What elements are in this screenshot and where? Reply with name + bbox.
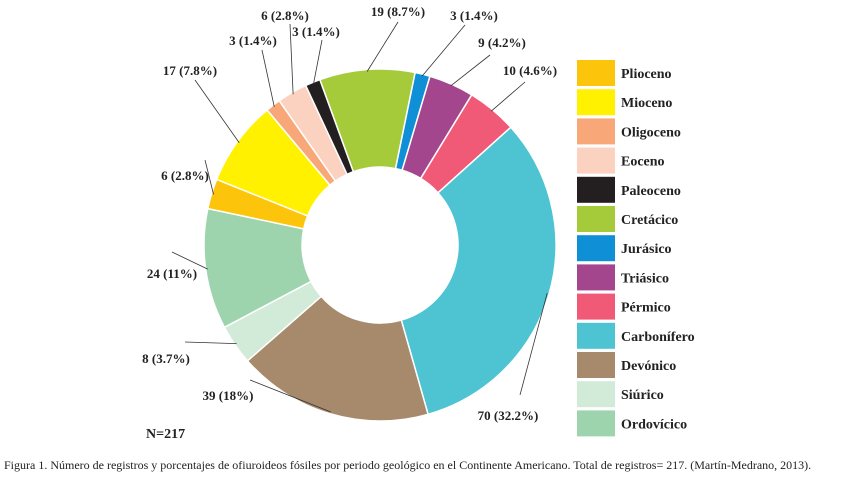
- leader-line-mioceno: [194, 79, 240, 143]
- slice-label-jurasico: 3 (1.4%): [450, 8, 498, 23]
- leader-line-paleoceno: [313, 39, 323, 85]
- legend: Plioceno Mioceno Oligoceno Eoceno Paleoceno C…: [577, 60, 695, 437]
- slice-label-paleoceno: 3 (1.4%): [292, 24, 340, 39]
- legend-label-triasico: Triásico: [621, 271, 669, 286]
- slice-label-eoceno: 6 (2.8%): [261, 8, 309, 23]
- legend-swatch-triasico: [577, 264, 615, 291]
- leader-line-carbonifero: [519, 293, 548, 396]
- slice-label-oligoceno: 3 (1.4%): [229, 33, 277, 48]
- slice-paleoceno: [304, 78, 355, 176]
- slice-carbonifero: [400, 126, 557, 416]
- leader-line-oligoceno: [261, 49, 275, 107]
- legend-swatch-ordovicico: [577, 410, 615, 437]
- slice-label-mioceno: 17 (7.8%): [163, 63, 217, 78]
- leader-line-permico: [490, 81, 526, 112]
- leader-line-ordovicico: [171, 251, 208, 270]
- leader-line-siurico: [184, 341, 237, 344]
- legend-label-devonico: Devónico: [621, 359, 676, 374]
- legend-label-siurico: Siúrico: [621, 388, 664, 403]
- label-leader-lines: [171, 21, 548, 413]
- legend-swatch-siurico: [577, 381, 615, 408]
- leader-line-eoceno: [289, 23, 294, 95]
- leader-line-plioceno: [204, 159, 214, 195]
- legend-swatch-devonico: [577, 352, 615, 378]
- legend-swatch-permico: [577, 293, 615, 320]
- legend-label-permico: Pérmico: [621, 301, 671, 316]
- legend-label-jurasico: Jurásico: [621, 242, 672, 257]
- legend-label-ordovicico: Ordovícico: [621, 417, 687, 432]
- legend-swatch-plioceno: [577, 60, 615, 86]
- legend-label-cretacico: Cretácico: [621, 213, 678, 228]
- donut-slices: [203, 68, 557, 422]
- legend-swatch-carbonifero: [577, 322, 615, 349]
- leader-line-cretacico: [366, 21, 399, 72]
- slice-label-plioceno: 6 (2.8%): [161, 168, 209, 183]
- legend-label-eoceno: Eoceno: [621, 155, 665, 170]
- leader-line-triasico: [450, 54, 491, 87]
- legend-label-oligoceno: Oligoceno: [621, 125, 681, 140]
- legend-label-carbonifero: Carbonífero: [621, 330, 695, 345]
- slice-labels: 19 (8.7%) 3 (1.4%) 9 (4.2%) 10 (4.6%) 70 (32…: [142, 4, 557, 423]
- legend-swatch-cretacico: [577, 206, 615, 232]
- legend-swatch-paleoceno: [577, 176, 615, 203]
- legend-label-mioceno: Mioceno: [621, 96, 672, 111]
- slice-label-permico: 10 (4.6%): [503, 63, 557, 78]
- legend-swatch-eoceno: [577, 147, 615, 174]
- figure-caption: Figura 1. Número de registros y porcenta…: [4, 458, 812, 472]
- slice-label-ordovicico: 24 (11%): [147, 266, 197, 281]
- slice-label-cretacico: 19 (8.7%): [371, 4, 425, 19]
- slice-label-carbonifero: 70 (32.2%): [478, 408, 539, 423]
- legend-swatch-jurasico: [577, 235, 615, 262]
- legend-label-plioceno: Plioceno: [621, 67, 672, 82]
- leader-line-devonico: [249, 379, 331, 413]
- slice-label-devonico: 39 (18%): [203, 388, 254, 403]
- slice-devonico: [246, 295, 430, 422]
- legend-swatch-oligoceno: [577, 118, 615, 145]
- legend-swatch-mioceno: [577, 89, 615, 116]
- legend-label-paleoceno: Paleoceno: [621, 184, 681, 199]
- total-label: N=217: [146, 427, 185, 442]
- slice-label-triasico: 9 (4.2%): [478, 35, 526, 50]
- slice-label-siurico: 8 (3.7%): [142, 351, 190, 366]
- leader-line-jurasico: [421, 24, 466, 77]
